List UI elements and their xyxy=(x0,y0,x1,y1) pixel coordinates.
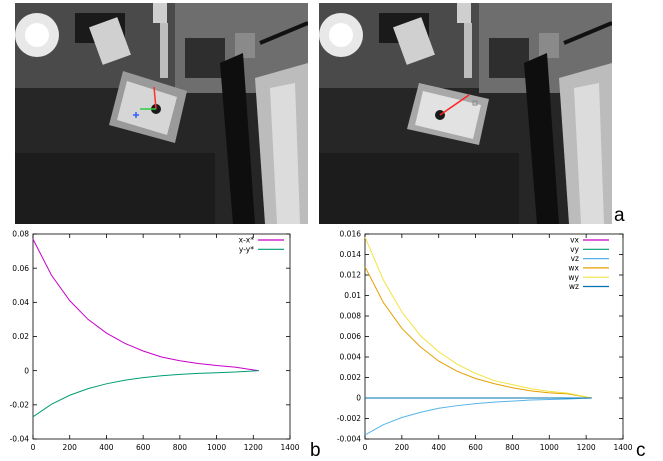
x-tick-label: 0 xyxy=(31,443,36,452)
legend-label: vx xyxy=(570,236,579,245)
series-line-vz xyxy=(364,397,592,436)
camera-image-right xyxy=(319,3,612,224)
y-tick-label: -0.02 xyxy=(10,400,30,409)
y-tick-label: -0.004 xyxy=(337,435,361,444)
x-tick-label: 1200 xyxy=(244,443,263,452)
y-tick-label: 0.004 xyxy=(340,353,362,362)
series-line-wy xyxy=(364,236,592,399)
y-tick-label: 0.008 xyxy=(340,312,362,321)
x-tick-label: 1000 xyxy=(207,443,226,452)
legend-label: x-x* xyxy=(239,236,255,245)
panel-label-a: a xyxy=(614,205,625,226)
panel-label-c: c xyxy=(636,440,646,461)
x-tick-label: 0 xyxy=(363,443,368,452)
y-tick-label: 0.02 xyxy=(12,332,29,341)
y-tick-label: 0.012 xyxy=(340,271,362,280)
legend-label: vz xyxy=(571,254,579,263)
chart-c: 0 200 400 600 800 1000 1200 1400 -0.004 -0.002 0 0.… xyxy=(337,230,633,452)
y-tick-label: 0.06 xyxy=(12,264,29,273)
y-tick-label: 0 xyxy=(24,366,29,375)
plot-frame xyxy=(32,233,291,440)
y-tick-label: -0.04 xyxy=(10,435,30,444)
y-tick-label: 0.04 xyxy=(12,298,29,307)
series-line-yy xyxy=(32,370,259,418)
camera-image-left xyxy=(15,3,308,224)
y-tick-label: -0.002 xyxy=(337,414,361,423)
y-tick-label: 0.002 xyxy=(340,373,362,382)
plot-frame xyxy=(364,233,624,440)
x-tick-label: 1200 xyxy=(577,443,596,452)
x-tick-label: 400 xyxy=(432,443,447,452)
camera-scene-right xyxy=(319,3,612,224)
series-line-wx xyxy=(364,266,592,399)
x-tick-label: 400 xyxy=(99,443,114,452)
y-tick-label: 0.01 xyxy=(344,291,361,300)
legend-label: y-y* xyxy=(239,245,254,254)
x-tick-label: 600 xyxy=(136,443,151,452)
y-tick-label: 0.08 xyxy=(12,230,29,239)
x-tick-label: 200 xyxy=(395,443,410,452)
legend-label: wy xyxy=(568,273,579,282)
x-tick-label: 1400 xyxy=(613,443,632,452)
legend-label: wz xyxy=(569,282,579,291)
x-tick-label: 1400 xyxy=(280,443,299,452)
y-tick-label: 0.014 xyxy=(340,250,362,259)
legend-label: wx xyxy=(568,264,579,273)
series-line-xx xyxy=(32,238,259,372)
panel-label-b: b xyxy=(310,440,321,461)
y-tick-label: 0.016 xyxy=(340,230,362,239)
legend-label: vy xyxy=(570,245,579,254)
y-tick-label: 0 xyxy=(356,394,361,403)
x-tick-label: 200 xyxy=(63,443,78,452)
x-tick-label: 600 xyxy=(468,443,483,452)
x-tick-label: 800 xyxy=(505,443,520,452)
camera-scene-left xyxy=(15,3,308,224)
x-tick-label: 1000 xyxy=(540,443,559,452)
x-tick-label: 800 xyxy=(173,443,188,452)
y-tick-label: 0.006 xyxy=(340,332,362,341)
chart-b: 0 200 400 600 800 1000 1200 1400 -0.04 -0.02 0 0.02… xyxy=(10,230,300,452)
